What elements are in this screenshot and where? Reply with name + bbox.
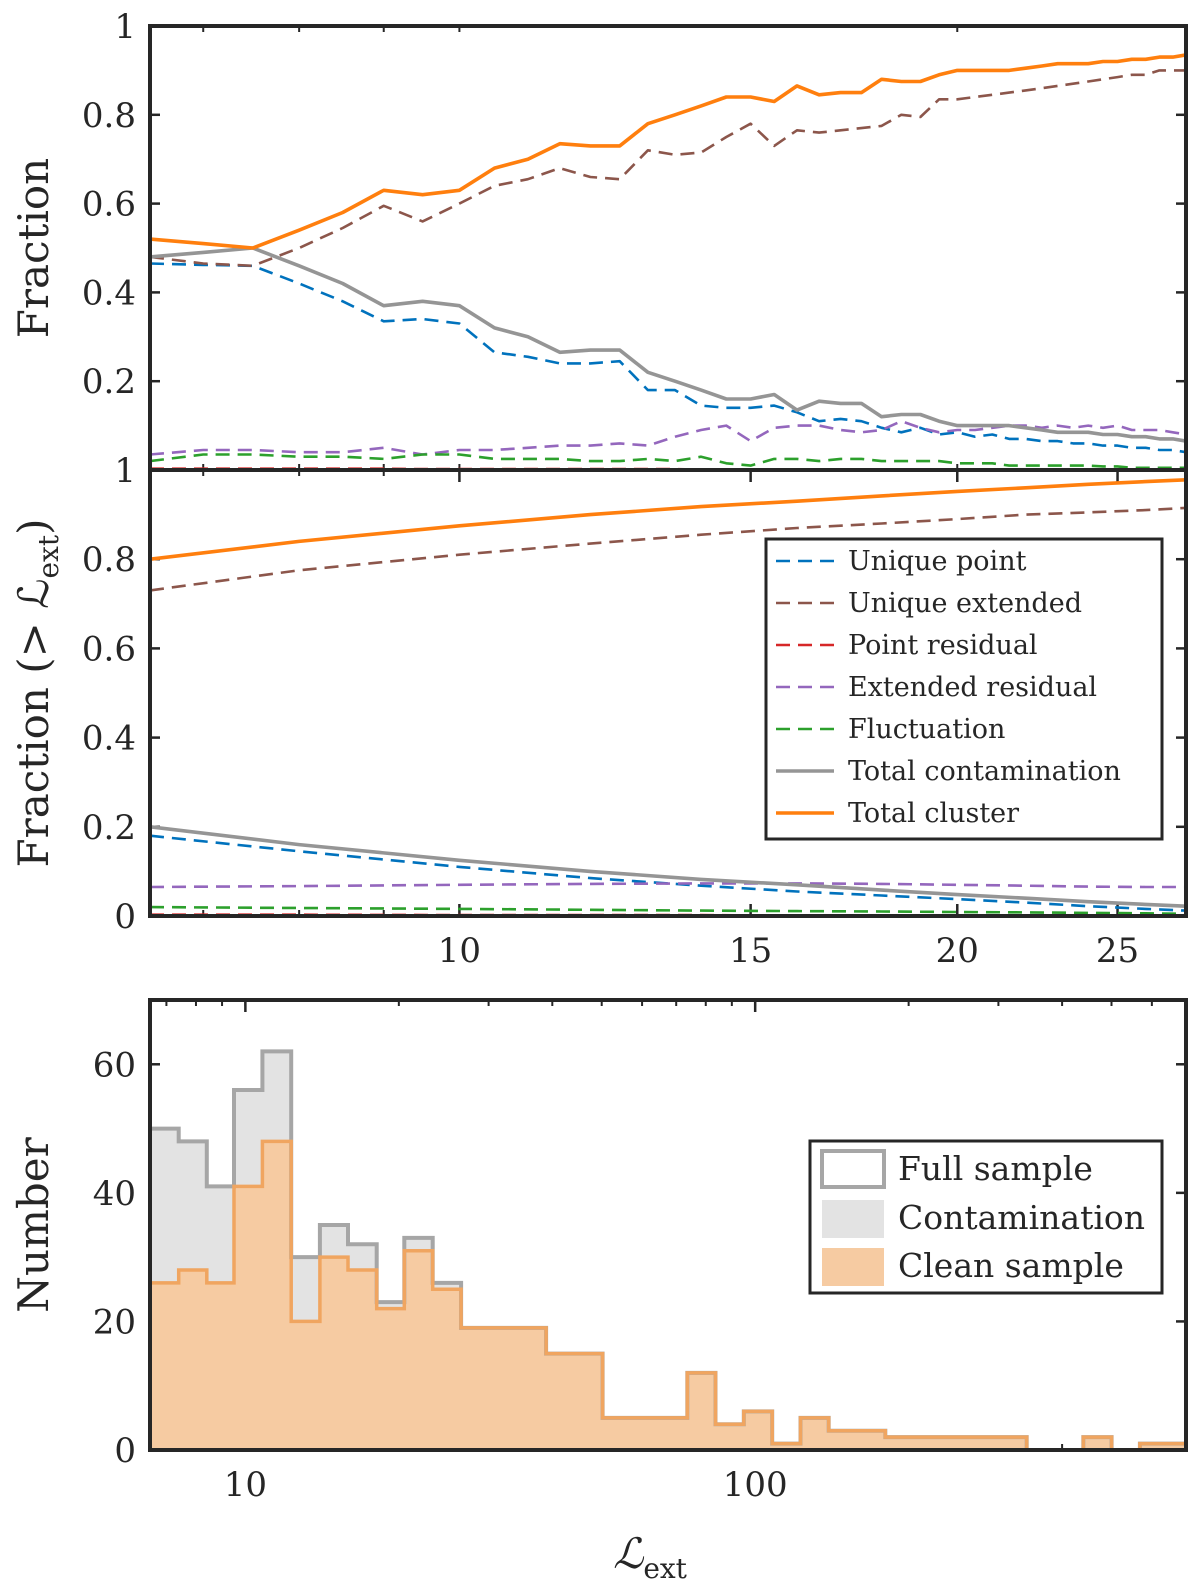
top-ytick-label: 0.6 [82, 185, 136, 225]
clean-sample-bar [179, 1270, 207, 1450]
bottom-xlabel: ℒext [613, 1529, 688, 1585]
top-ytick-label: 1 [114, 7, 136, 47]
middle-ylabel-main: Fraction (> ℒ [9, 579, 58, 868]
clean-sample-bar [857, 1431, 885, 1450]
clean-sample-bar [433, 1289, 462, 1450]
middle-legend-label-total-contamination: Total contamination [848, 756, 1121, 787]
clean-sample-bar [461, 1328, 489, 1450]
clean-sample-bar [603, 1418, 631, 1450]
clean-sample-outline [150, 1139, 1186, 1450]
middle-xtick-label: 20 [936, 931, 979, 971]
middle-legend-label-total-cluster: Total cluster [848, 798, 1019, 829]
legend-contamination-label: Contamination [898, 1198, 1145, 1237]
bottom-xtick-label: 100 [723, 1465, 788, 1505]
bottom-ytick-label: 20 [93, 1302, 136, 1342]
bottom-ytick-label: 60 [93, 1045, 136, 1085]
top-series-extended-residual [150, 419, 1186, 456]
top-ytick-label: 0.2 [82, 362, 136, 402]
top-axes-frame [148, 24, 1188, 472]
legend-clean-sample-swatch [822, 1248, 884, 1286]
middle-series-total-contamination [150, 825, 1186, 908]
middle-legend-label-unique-point: Unique point [848, 546, 1027, 577]
clean-sample-bar [631, 1418, 659, 1450]
top-series-group [150, 53, 1186, 470]
bottom-axes-frame [148, 998, 1188, 1452]
panel-bottom: 0 20 40 60 10 100 Number ℒext Full sample Con… [9, 998, 1188, 1585]
middle-ytick-label: 0.8 [82, 540, 136, 580]
middle-series-extended-residual [150, 882, 1186, 889]
clean-sample-bar [404, 1251, 432, 1450]
clean-sample-bar [716, 1424, 744, 1450]
top-series-unique-extended [150, 69, 1186, 268]
top-series-fluctuation [150, 453, 1186, 470]
clean-sample-area [150, 1141, 1186, 1450]
middle-ytick-label: 0.2 [82, 808, 136, 848]
legend-contamination-swatch [822, 1200, 884, 1238]
panel-top: 0.2 0.4 0.6 0.8 1 Fraction [9, 7, 1188, 472]
middle-series-fluctuation [150, 905, 1186, 916]
panel-middle: 0 0.2 0.4 0.6 0.8 1 10 15 20 25 Fraction (> ℒext)… [9, 451, 1188, 971]
clean-sample-bar [518, 1328, 547, 1450]
middle-ylabel-sub: ext [32, 534, 65, 578]
middle-legend-box [764, 537, 1164, 841]
middle-legend: Unique point Unique extended Point residua… [764, 537, 1164, 841]
middle-xtick-label: 10 [438, 931, 481, 971]
legend-full-sample-swatch [820, 1149, 886, 1189]
bottom-ytick-label: 40 [93, 1174, 136, 1214]
clean-sample-bar [150, 1283, 179, 1450]
bottom-xtick-label: 10 [224, 1465, 267, 1505]
bottom-ylabel: Number [9, 1136, 58, 1312]
top-ytick-label: 0.4 [82, 273, 136, 313]
clean-sample-bar [348, 1270, 377, 1450]
bottom-legend: Full sample Contamination Clean sample [808, 1139, 1164, 1295]
top-axis-ticks: 0.2 0.4 0.6 0.8 1 [82, 7, 1186, 472]
clean-sample-bar [320, 1257, 348, 1450]
clean-sample-bar [744, 1411, 772, 1450]
clean-sample-bar [262, 1141, 291, 1450]
middle-ytick-label: 0.4 [82, 719, 136, 759]
top-series-total-cluster [150, 53, 1186, 250]
bottom-ytick-label: 0 [114, 1431, 136, 1471]
middle-legend-label-point-residual: Point residual [848, 630, 1038, 661]
clean-sample-bar [687, 1373, 715, 1450]
middle-legend-items: Unique point Unique extended Point residua… [776, 546, 1121, 829]
clean-sample-bar [574, 1354, 602, 1450]
middle-xtick-label: 25 [1096, 931, 1139, 971]
clean-sample-bar [489, 1328, 517, 1450]
bottom-histogram-group [150, 1049, 1186, 1450]
middle-ylabel-close: ) [9, 519, 58, 535]
clean-sample-bar [546, 1354, 574, 1450]
middle-legend-label-fluctuation: Fluctuation [848, 714, 1005, 745]
clean-sample-bar [291, 1321, 320, 1450]
clean-sample-bar [234, 1186, 262, 1450]
top-series-total-contamination [150, 246, 1186, 443]
clean-sample-bar [207, 1283, 234, 1450]
legend-full-sample-label: Full sample [898, 1149, 1093, 1188]
middle-ylabel: Fraction (> ℒext) [9, 519, 65, 868]
middle-legend-label-extended-residual: Extended residual [848, 672, 1097, 703]
top-series-unique-point [150, 262, 1186, 454]
middle-xtick-label: 15 [729, 931, 772, 971]
middle-ytick-label: 0.6 [82, 629, 136, 669]
middle-legend-label-unique-extended: Unique extended [848, 588, 1082, 619]
clean-sample-bar [659, 1418, 687, 1450]
top-ytick-label: 0.8 [82, 96, 136, 136]
clean-sample-bar [829, 1431, 857, 1450]
bottom-xlabel-sub: ext [643, 1552, 687, 1585]
clean-sample-bar [377, 1309, 405, 1450]
middle-series-unique-extended [150, 506, 1186, 592]
middle-series-unique-point [150, 834, 1186, 912]
bottom-xlabel-main: ℒ [613, 1529, 644, 1578]
middle-ytick-label: 1 [114, 451, 136, 491]
middle-ytick-label: 0 [114, 897, 136, 937]
clean-sample-bar [801, 1418, 829, 1450]
legend-clean-sample-label: Clean sample [898, 1246, 1124, 1285]
top-ylabel: Fraction [9, 158, 58, 338]
middle-axes-frame [148, 468, 1188, 918]
middle-series-total-cluster [150, 478, 1186, 561]
